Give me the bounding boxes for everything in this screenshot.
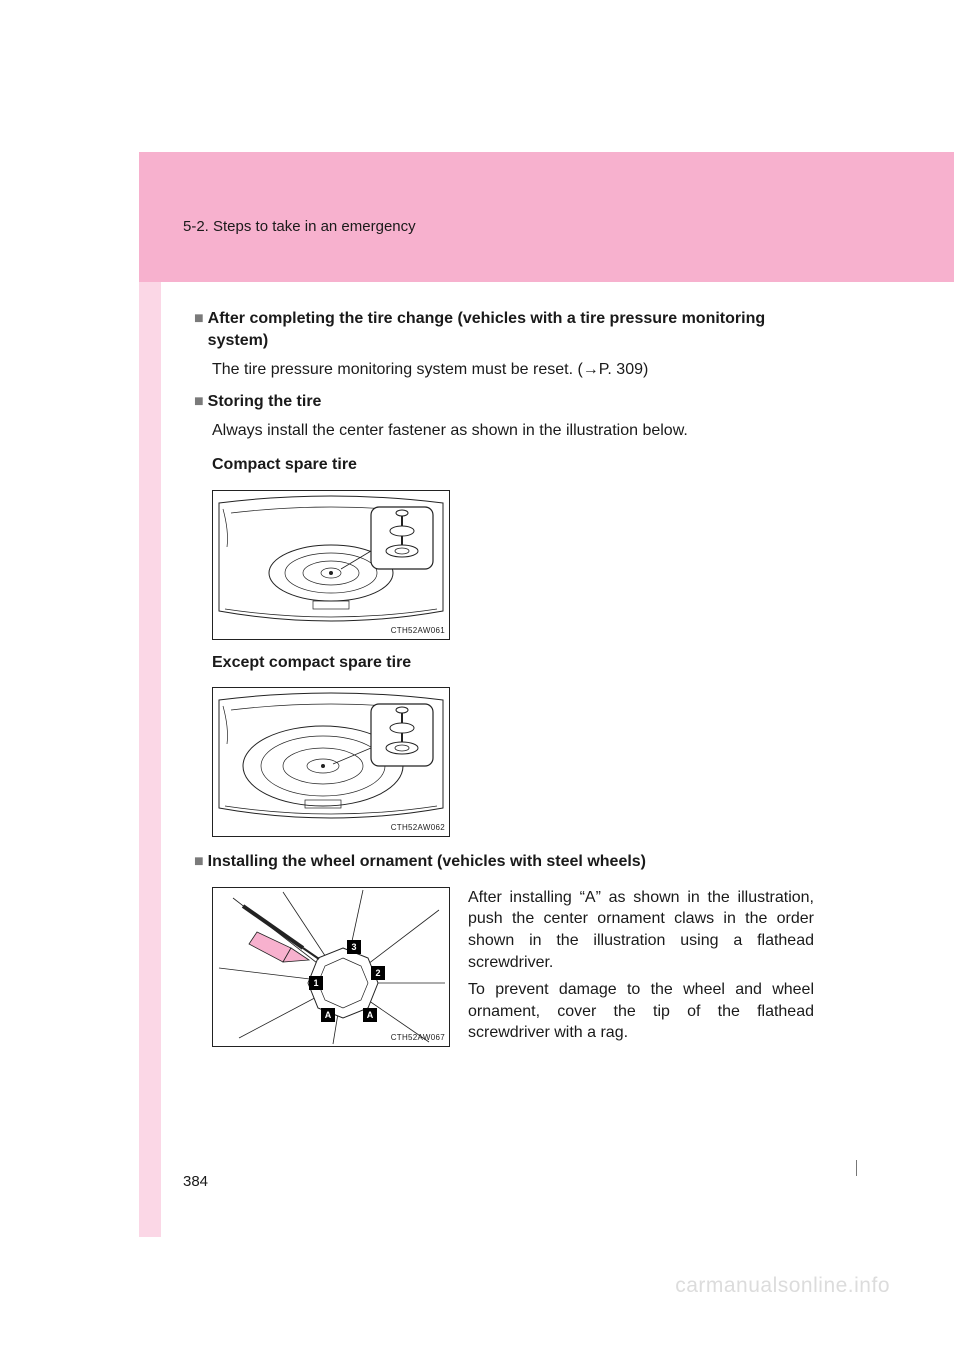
body-ornament-caution: To prevent damage to the wheel and wheel… [468, 979, 814, 1044]
heading-storing-tire: Storing the tire [208, 391, 322, 413]
header-band [139, 152, 954, 282]
page-number: 384 [183, 1173, 208, 1190]
bullet-icon: ■ [194, 391, 204, 413]
figure-wheel-ornament: 3 2 1 A A CTH52AW067 [212, 887, 450, 1047]
svg-text:3: 3 [351, 942, 356, 952]
subhead-compact-spare: Compact spare tire [212, 454, 814, 476]
figure-code: CTH52AW062 [391, 823, 445, 834]
svg-text:A: A [325, 1010, 332, 1020]
section-header: 5-2. Steps to take in an emergency [183, 218, 416, 235]
left-strip [139, 282, 161, 1237]
heading-wheel-ornament: Installing the wheel ornament (vehicles … [208, 851, 646, 873]
figure-except-compact: CTH52AW062 [212, 687, 450, 837]
figure-code: CTH52AW061 [391, 626, 445, 637]
crop-mark [856, 1160, 857, 1176]
bullet-icon: ■ [194, 308, 204, 351]
svg-text:2: 2 [375, 968, 380, 978]
svg-text:1: 1 [313, 978, 318, 988]
bullet-icon: ■ [194, 851, 204, 873]
body-tire-pressure-reset: The tire pressure monitoring system must… [212, 359, 814, 381]
watermark: carmanualsonline.info [675, 1274, 890, 1298]
heading-after-completing: After completing the tire change (vehicl… [208, 308, 814, 351]
body-ornament-install: After installing “A” as shown in the ill… [468, 887, 814, 973]
figure-code: CTH52AW067 [391, 1033, 445, 1044]
subhead-except-compact: Except compact spare tire [212, 652, 814, 674]
body-storing-tire: Always install the center fastener as sh… [212, 420, 814, 442]
svg-text:A: A [367, 1010, 374, 1020]
figure-compact-spare: CTH52AW061 [212, 490, 450, 640]
